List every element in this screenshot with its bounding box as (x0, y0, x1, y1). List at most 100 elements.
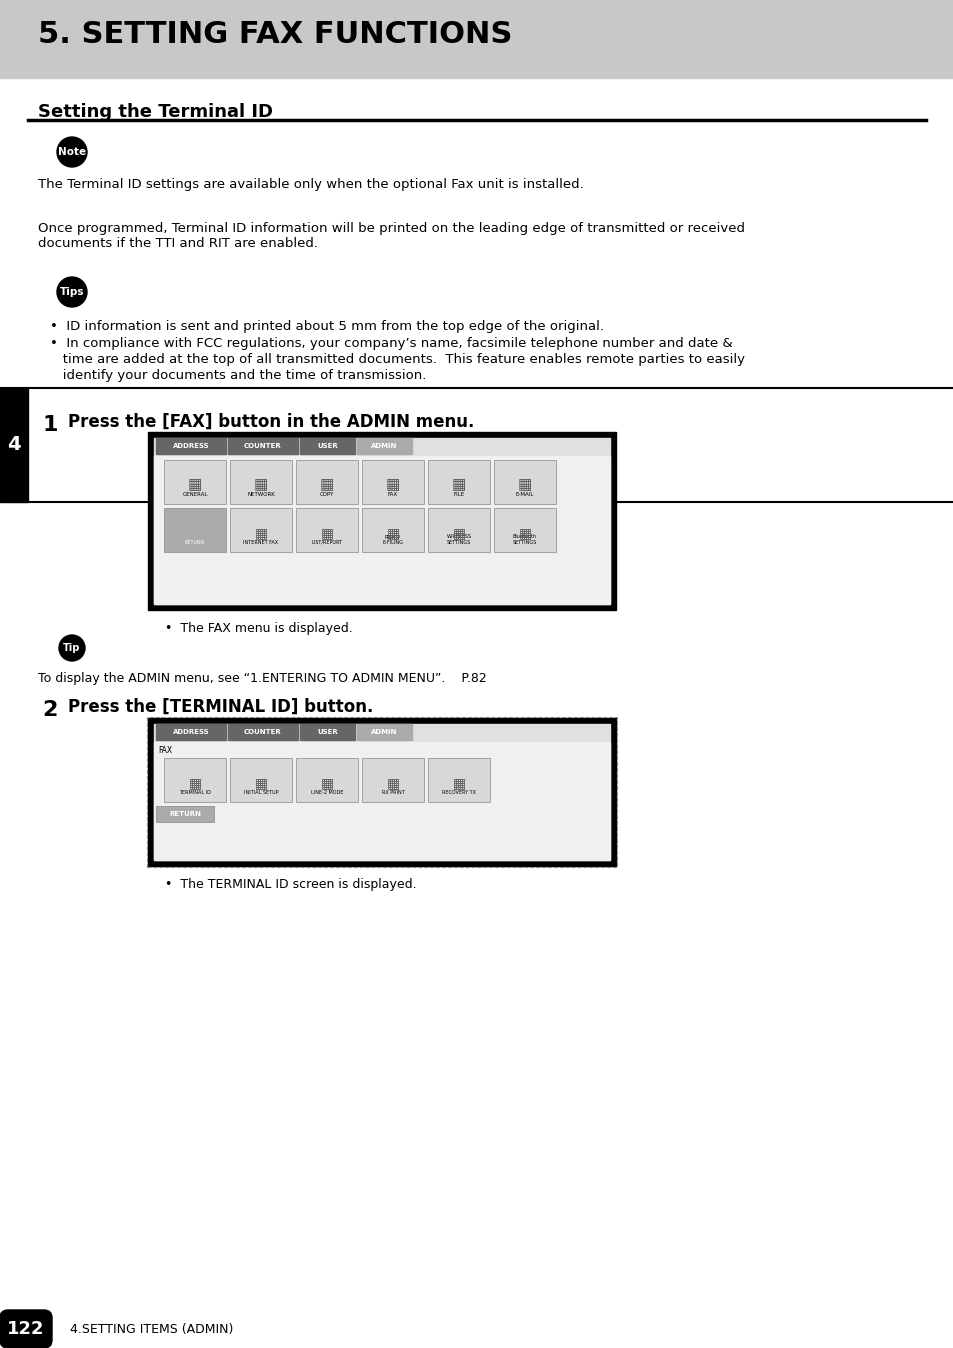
Text: 2: 2 (42, 700, 57, 720)
Bar (494, 460, 556, 504)
Bar (299, 438, 355, 454)
Text: Note: Note (58, 147, 86, 156)
Text: ▦: ▦ (517, 526, 531, 541)
Bar (164, 758, 226, 802)
Bar (228, 724, 297, 740)
Bar (148, 718, 616, 865)
Bar (230, 460, 292, 504)
Bar (0, 0, 953, 78)
Bar (361, 460, 423, 504)
Bar (228, 438, 297, 454)
Text: RECOVERY TX: RECOVERY TX (441, 790, 476, 795)
Text: GENERAL: GENERAL (182, 492, 208, 497)
Text: WIRELESS
SETTINGS: WIRELESS SETTINGS (446, 534, 471, 545)
Bar (428, 758, 490, 802)
Text: ADMIN: ADMIN (371, 443, 397, 449)
Text: •  The TERMINAL ID screen is displayed.: • The TERMINAL ID screen is displayed. (165, 878, 416, 891)
Bar (428, 460, 490, 504)
Text: ▦: ▦ (320, 526, 334, 541)
Bar (361, 758, 423, 802)
Text: ▦: ▦ (319, 477, 334, 492)
Text: Bluetooth
SETTINGS: Bluetooth SETTINGS (513, 534, 537, 545)
Bar (156, 806, 213, 822)
Text: •  In compliance with FCC regulations, your company’s name, facsimile telephone : • In compliance with FCC regulations, yo… (50, 337, 732, 350)
Bar (428, 508, 490, 551)
Bar (295, 758, 357, 802)
Text: USER: USER (316, 729, 337, 735)
Text: •  ID information is sent and printed about 5 mm from the top edge of the origin: • ID information is sent and printed abo… (50, 319, 603, 333)
Text: Setting the Terminal ID: Setting the Terminal ID (38, 102, 273, 121)
Text: ▦: ▦ (254, 526, 267, 541)
Text: Press the [TERMINAL ID] button.: Press the [TERMINAL ID] button. (68, 698, 373, 716)
Text: ▦: ▦ (386, 526, 399, 541)
Text: •  The FAX menu is displayed.: • The FAX menu is displayed. (165, 621, 353, 635)
Text: ▦: ▦ (452, 526, 465, 541)
Text: Once programmed, Terminal ID information will be printed on the leading edge of : Once programmed, Terminal ID information… (38, 222, 744, 249)
Text: USER: USER (316, 443, 337, 449)
Text: RETURN: RETURN (169, 811, 201, 817)
Text: RETURN: RETURN (185, 541, 205, 545)
Text: Tip: Tip (63, 643, 81, 652)
Bar (230, 508, 292, 551)
Text: FILE: FILE (453, 492, 464, 497)
Text: ▦: ▦ (452, 477, 466, 492)
Text: INITIAL SETUP: INITIAL SETUP (244, 790, 278, 795)
Text: PRINT/
E-FILING: PRINT/ E-FILING (382, 534, 403, 545)
Text: Press the [FAX] button in the ADMIN menu.: Press the [FAX] button in the ADMIN menu… (68, 412, 474, 431)
Text: ▦: ▦ (386, 776, 399, 790)
Text: time are added at the top of all transmitted documents.  This feature enables re: time are added at the top of all transmi… (50, 353, 744, 367)
Text: 122: 122 (8, 1320, 45, 1339)
Text: ▦: ▦ (188, 477, 202, 492)
Text: ADMIN: ADMIN (371, 729, 397, 735)
Bar (295, 460, 357, 504)
Bar (153, 438, 609, 604)
Text: ▦: ▦ (320, 776, 334, 790)
Bar (164, 460, 226, 504)
Bar (494, 508, 556, 551)
Bar (153, 724, 609, 860)
Text: 4.SETTING ITEMS (ADMIN): 4.SETTING ITEMS (ADMIN) (70, 1322, 233, 1336)
Text: 5. SETTING FAX FUNCTIONS: 5. SETTING FAX FUNCTIONS (38, 20, 512, 49)
FancyBboxPatch shape (0, 1310, 52, 1348)
Circle shape (57, 276, 87, 307)
Text: ▦: ▦ (517, 477, 532, 492)
Text: COPY: COPY (319, 492, 334, 497)
Text: ADDRESS: ADDRESS (172, 729, 209, 735)
Bar (153, 456, 609, 604)
Bar (230, 758, 292, 802)
Text: identify your documents and the time of transmission.: identify your documents and the time of … (50, 369, 426, 381)
Bar (156, 438, 226, 454)
Text: NETWORK: NETWORK (247, 492, 274, 497)
Bar (295, 508, 357, 551)
Text: LINE-2 MODE: LINE-2 MODE (311, 790, 343, 795)
Bar (356, 438, 412, 454)
Text: ▦: ▦ (189, 776, 201, 790)
Text: ▦: ▦ (254, 776, 267, 790)
Text: ▦: ▦ (452, 776, 465, 790)
Text: ▦: ▦ (253, 477, 268, 492)
Bar (147, 717, 617, 867)
Text: FAX: FAX (388, 492, 397, 497)
Bar (361, 508, 423, 551)
Bar (356, 724, 412, 740)
Circle shape (59, 635, 85, 661)
Text: INTERNET FAX: INTERNET FAX (243, 541, 278, 545)
Text: LIST/REPORT: LIST/REPORT (311, 541, 342, 545)
Text: RX PRINT: RX PRINT (381, 790, 404, 795)
Text: ▦: ▦ (385, 477, 399, 492)
Text: 4: 4 (8, 435, 21, 454)
Bar (299, 724, 355, 740)
Text: COUNTER: COUNTER (244, 443, 281, 449)
Circle shape (57, 137, 87, 167)
Text: TERMINAL ID: TERMINAL ID (179, 790, 211, 795)
Text: E-MAIL: E-MAIL (516, 492, 534, 497)
Bar (164, 508, 226, 551)
Bar (153, 741, 609, 860)
Bar (148, 431, 616, 611)
Text: 1: 1 (42, 415, 58, 435)
Text: Tips: Tips (60, 287, 84, 297)
Text: ADDRESS: ADDRESS (172, 443, 209, 449)
Text: COUNTER: COUNTER (244, 729, 281, 735)
Text: The Terminal ID settings are available only when the optional Fax unit is instal: The Terminal ID settings are available o… (38, 178, 583, 191)
Text: FAX: FAX (158, 745, 172, 755)
